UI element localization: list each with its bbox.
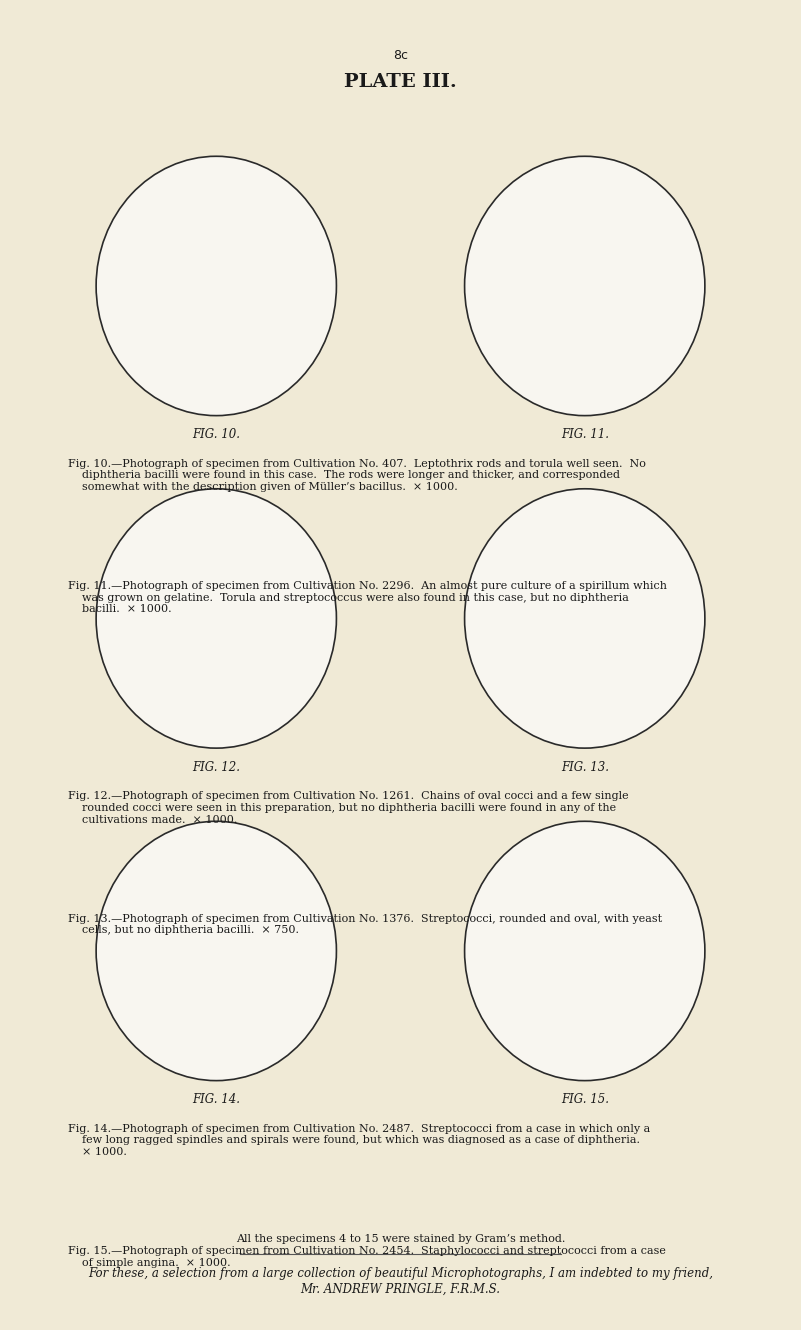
Text: FIG. 15.: FIG. 15. — [561, 1093, 609, 1107]
Ellipse shape — [465, 821, 705, 1080]
Ellipse shape — [465, 157, 705, 415]
Text: Fig. 10.—Photograph of specimen from Cultivation No. 407.  Leptothrix rods and t: Fig. 10.—Photograph of specimen from Cul… — [68, 459, 646, 492]
Text: FIG. 14.: FIG. 14. — [192, 1093, 240, 1107]
Text: For these, a selection from a large collection of beautiful Microphotographs, I : For these, a selection from a large coll… — [88, 1267, 713, 1295]
Text: FIG. 13.: FIG. 13. — [561, 761, 609, 774]
Text: All the specimens 4 to 15 were stained by Gram’s method.: All the specimens 4 to 15 were stained b… — [235, 1234, 566, 1245]
Text: FIG. 10.: FIG. 10. — [192, 428, 240, 442]
Text: FIG. 11.: FIG. 11. — [561, 428, 609, 442]
Text: FIG. 12.: FIG. 12. — [192, 761, 240, 774]
Text: Fig. 14.—Photograph of specimen from Cultivation No. 2487.  Streptococci from a : Fig. 14.—Photograph of specimen from Cul… — [68, 1124, 650, 1157]
Text: PLATE III.: PLATE III. — [344, 73, 457, 92]
Ellipse shape — [465, 488, 705, 747]
Text: Fig. 13.—Photograph of specimen from Cultivation No. 1376.  Streptococci, rounde: Fig. 13.—Photograph of specimen from Cul… — [68, 914, 662, 935]
Text: Fig. 11.—Photograph of specimen from Cultivation No. 2296.  An almost pure cultu: Fig. 11.—Photograph of specimen from Cul… — [68, 581, 667, 614]
Ellipse shape — [96, 488, 336, 747]
Text: 8c: 8c — [393, 49, 408, 63]
Ellipse shape — [96, 157, 336, 415]
Ellipse shape — [96, 821, 336, 1080]
Text: Fig. 15.—Photograph of specimen from Cultivation No. 2454.  Staphylococci and st: Fig. 15.—Photograph of specimen from Cul… — [68, 1246, 666, 1267]
Text: Fig. 12.—Photograph of specimen from Cultivation No. 1261.  Chains of oval cocci: Fig. 12.—Photograph of specimen from Cul… — [68, 791, 629, 825]
